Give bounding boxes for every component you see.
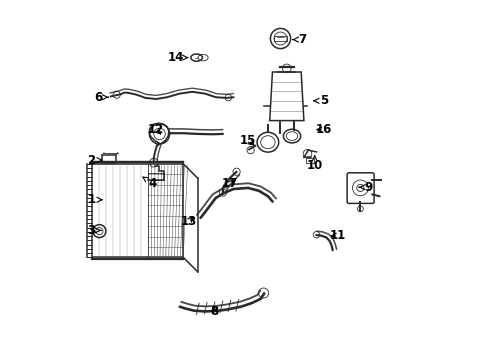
Text: 15: 15 (240, 134, 256, 147)
Text: 4: 4 (142, 177, 157, 190)
Text: 16: 16 (315, 123, 331, 136)
Bar (273, 36, 286, 41)
Text: 11: 11 (329, 229, 346, 242)
Text: 14: 14 (167, 51, 187, 64)
Bar (102, 155, 116, 163)
Text: 2: 2 (87, 154, 102, 167)
Text: 5: 5 (313, 94, 327, 107)
Text: 7: 7 (292, 33, 305, 46)
Text: 17: 17 (222, 177, 238, 190)
Text: 6: 6 (94, 91, 108, 104)
Bar (148, 173, 164, 180)
Text: 12: 12 (148, 123, 164, 136)
Bar (305, 158, 313, 163)
Text: 13: 13 (180, 215, 197, 228)
Text: 10: 10 (306, 156, 322, 172)
Text: 1: 1 (87, 193, 102, 206)
Text: 8: 8 (209, 305, 218, 318)
Text: 3: 3 (87, 224, 101, 237)
Text: 9: 9 (358, 181, 372, 194)
